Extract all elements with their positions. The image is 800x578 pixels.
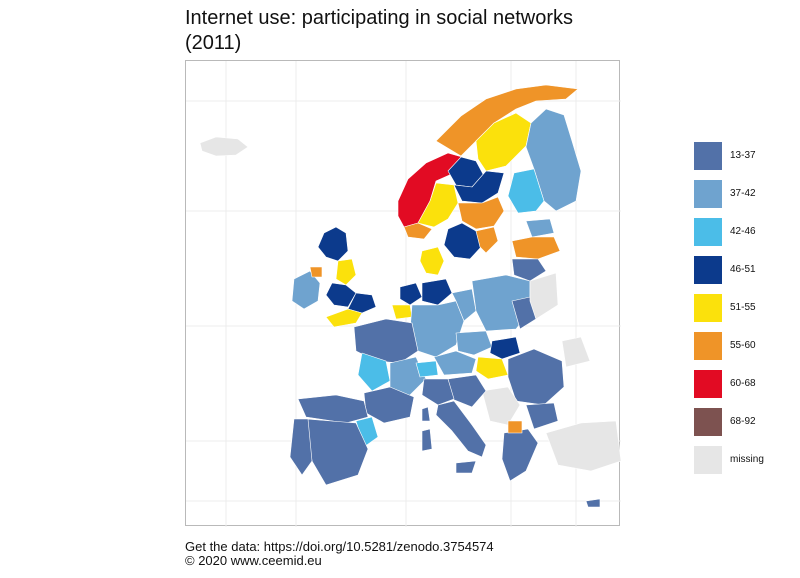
legend-swatch: [694, 445, 722, 474]
region-portugal: [289, 418, 313, 476]
region-romania: [507, 348, 565, 406]
region-lithuania: [511, 258, 547, 282]
legend-item: 68-92: [694, 406, 784, 437]
map-panel: [185, 60, 621, 527]
legend-label: 13-37: [730, 150, 756, 161]
map-legend: 13-37 37-42 42-46 46-51 51-55 55-60 60-6…: [694, 140, 784, 482]
region-north-england: [335, 258, 357, 286]
region-northern-ireland: [309, 266, 323, 278]
legend-item: 51-55: [694, 292, 784, 323]
legend-item: 13-37: [694, 140, 784, 171]
region-turkey: [545, 420, 621, 472]
region-slovakia: [489, 336, 521, 360]
region-hungary: [475, 356, 509, 380]
legend-item: 42-46: [694, 216, 784, 247]
region-denmark: [419, 246, 445, 276]
region-belgium: [391, 304, 413, 320]
region-sweden-south2: [475, 226, 499, 254]
legend-item: 46-51: [694, 254, 784, 285]
region-balkans: [481, 386, 521, 426]
legend-label: missing: [730, 454, 764, 465]
legend-swatch: [694, 369, 722, 398]
source-caption: Get the data: https://doi.org/10.5281/ze…: [185, 540, 494, 568]
region-czechia: [455, 330, 493, 356]
legend-item: missing: [694, 444, 784, 475]
region-sweden-mid2: [457, 196, 505, 230]
europe-map: [186, 61, 621, 527]
title-line-2: (2011): [185, 32, 242, 54]
legend-label: 42-46: [730, 226, 756, 237]
region-south-england: [325, 308, 363, 328]
region-norway-southeast: [403, 222, 433, 240]
region-corsica: [421, 406, 431, 422]
region-finland-north: [525, 108, 582, 212]
legend-label: 68-92: [730, 416, 756, 427]
region-germany: [409, 300, 465, 358]
region-scotland: [317, 226, 349, 262]
region-germany-east: [451, 288, 477, 322]
legend-swatch: [694, 331, 722, 360]
region-finland-south: [507, 168, 545, 214]
legend-label: 55-60: [730, 340, 756, 351]
region-spain: [305, 418, 369, 486]
region-netherlands: [399, 282, 423, 306]
region-iceland: [199, 136, 249, 157]
legend-swatch: [694, 255, 722, 284]
legend-label: 60-68: [730, 378, 756, 389]
data-source-link[interactable]: Get the data: https://doi.org/10.5281/ze…: [185, 539, 494, 554]
legend-item: 37-42: [694, 178, 784, 209]
region-sicily: [455, 460, 477, 474]
legend-swatch: [694, 217, 722, 246]
region-belarus: [529, 272, 559, 320]
region-bulgaria: [525, 402, 559, 430]
region-greece: [501, 428, 539, 482]
copyright-text: © 2020 www.ceemid.eu: [185, 553, 322, 568]
region-sweden-south: [443, 222, 483, 260]
region-norway-south: [397, 152, 463, 228]
region-france-centre: [357, 352, 391, 392]
legend-swatch: [694, 141, 722, 170]
region-italy: [435, 400, 487, 458]
legend-swatch: [694, 407, 722, 436]
region-wales-midlands: [325, 282, 357, 308]
title-line-1: Internet use: participating in social ne…: [185, 7, 573, 29]
region-italy-north: [421, 378, 455, 406]
region-latvia: [511, 236, 561, 260]
region-norway-south2: [417, 182, 459, 228]
region-germany-north: [421, 278, 453, 306]
legend-item: 60-68: [694, 368, 784, 399]
legend-swatch: [694, 179, 722, 208]
legend-swatch: [694, 293, 722, 322]
legend-item: 55-60: [694, 330, 784, 361]
region-austria: [433, 350, 477, 376]
region-ireland: [291, 270, 321, 310]
legend-label: 37-42: [730, 188, 756, 199]
region-southeast-england: [347, 292, 377, 314]
region-greece-north: [507, 420, 523, 434]
region-estonia: [525, 218, 555, 238]
legend-label: 46-51: [730, 264, 756, 275]
legend-label: 51-55: [730, 302, 756, 313]
region-spain-north: [297, 394, 369, 424]
region-sweden-mid: [453, 170, 505, 204]
region-switzerland: [415, 360, 439, 378]
map-title: Internet use: participating in social ne…: [185, 6, 625, 56]
region-moldova: [561, 336, 591, 368]
region-sardinia: [421, 428, 433, 452]
region-france-north: [353, 318, 419, 364]
region-cyprus: [585, 498, 601, 508]
